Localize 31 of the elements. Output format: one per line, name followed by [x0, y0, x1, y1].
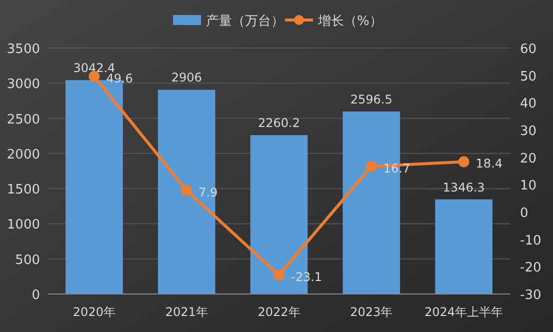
- y2-tick-label: 30: [520, 124, 537, 139]
- y-tick-label: 1500: [6, 182, 40, 198]
- y2-tick-label: 40: [520, 96, 537, 112]
- legend-label: 产量（万台）: [206, 14, 284, 29]
- x-tick-label: 2023年: [350, 305, 393, 319]
- y2-tick-label: 20: [520, 151, 537, 166]
- y-tick-label: 2500: [6, 112, 40, 128]
- y-tick-label: 500: [15, 252, 40, 268]
- y2-tick-label: 60: [520, 42, 537, 57]
- y2-tick-label: -30: [520, 288, 542, 303]
- x-tick-label: 2022年: [258, 305, 300, 319]
- x-tick-label: 2024年上半年: [424, 305, 504, 319]
- x-tick-label: 2021年: [165, 305, 208, 319]
- y2-tick-label: 0: [520, 206, 528, 221]
- y2-tick-label: 10: [520, 178, 537, 194]
- legend-label: 增长（%）: [317, 14, 382, 29]
- data-label: 2906: [171, 70, 202, 85]
- y-tick-label: 3500: [6, 42, 40, 57]
- y-tick-label: 2000: [6, 147, 40, 162]
- y2-tick-label: 50: [520, 69, 537, 84]
- y-tick-label: 1000: [6, 218, 40, 233]
- data-label: 2260.2: [258, 116, 300, 130]
- data-label: 2596.5: [350, 92, 392, 107]
- y-tick-label: 0: [32, 288, 40, 303]
- data-label: 18.4: [476, 156, 503, 171]
- data-label: 16.7: [383, 161, 410, 176]
- data-label: 1346.3: [442, 180, 485, 194]
- y-tick-label: 3000: [6, 77, 40, 92]
- y2-tick-label: -10: [520, 233, 542, 248]
- y2-tick-label: -20: [520, 260, 542, 276]
- x-tick-label: 2020年: [72, 305, 116, 319]
